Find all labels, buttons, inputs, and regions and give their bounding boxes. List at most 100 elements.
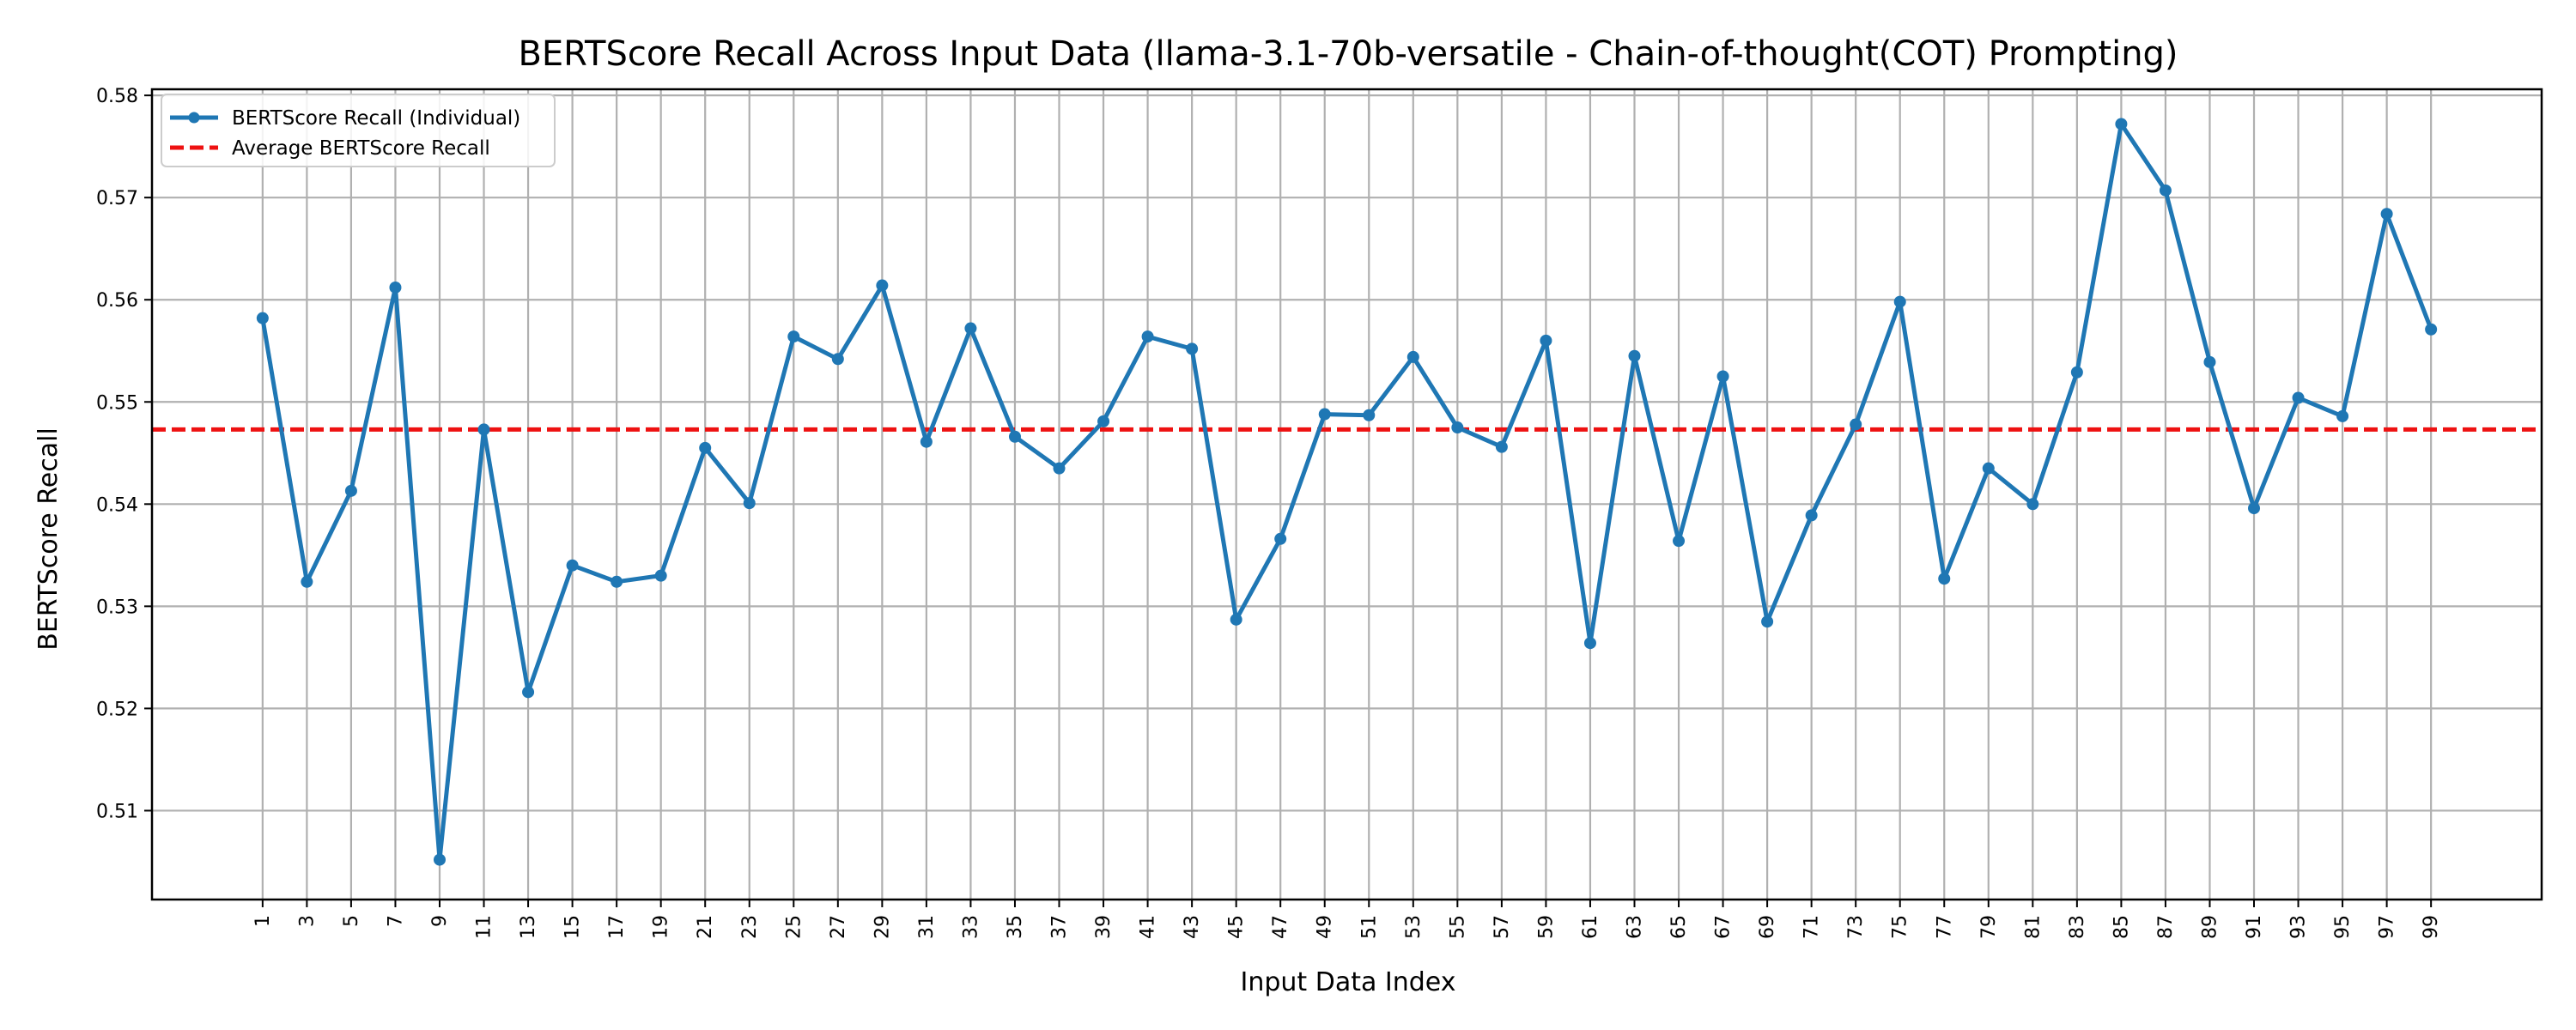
data-point xyxy=(2336,409,2349,422)
x-tick-label: 99 xyxy=(2421,915,2442,939)
x-tick-label: 59 xyxy=(1535,915,1557,939)
x-tick-label: 67 xyxy=(1713,915,1735,939)
data-point xyxy=(787,330,800,343)
x-tick-label: 79 xyxy=(1978,915,2000,939)
x-tick-label: 9 xyxy=(429,915,451,927)
data-point xyxy=(1628,349,1641,362)
data-point xyxy=(611,575,623,588)
x-tick-label: 21 xyxy=(695,915,716,939)
x-tick-label: 25 xyxy=(783,915,805,939)
data-point xyxy=(699,441,712,454)
axis-ticks: 1 3 5 7 9 11 13 15 17 19 21 23 25 27 29 31 33 35 37 39 41 43 4… xyxy=(96,86,2442,939)
data-point xyxy=(2115,118,2128,130)
data-point xyxy=(2380,208,2393,221)
data-point xyxy=(1495,440,1508,453)
data-point xyxy=(1318,408,1331,421)
x-tick-label: 71 xyxy=(1801,915,1823,939)
x-tick-label: 41 xyxy=(1138,915,1159,939)
x-tick-label: 37 xyxy=(1049,915,1071,939)
y-tick-label: 0.56 xyxy=(96,290,138,312)
data-point xyxy=(1982,462,1995,475)
data-point xyxy=(2248,502,2261,515)
x-tick-label: 11 xyxy=(474,915,495,939)
data-point xyxy=(876,279,889,292)
x-tick-label: 17 xyxy=(606,915,628,939)
x-tick-label: 61 xyxy=(1580,915,1601,939)
data-point xyxy=(964,322,977,335)
data-point xyxy=(433,853,446,866)
data-point xyxy=(1850,418,1862,431)
x-tick-label: 23 xyxy=(739,915,761,939)
y-tick-label: 0.51 xyxy=(96,801,138,822)
series-layer xyxy=(256,118,2438,866)
data-point xyxy=(743,497,756,510)
x-tick-label: 93 xyxy=(2288,915,2310,939)
data-point xyxy=(1274,532,1287,545)
x-tick-label: 91 xyxy=(2244,915,2265,939)
data-point xyxy=(2159,184,2172,197)
x-tick-label: 77 xyxy=(1934,915,1955,939)
data-point xyxy=(1761,615,1774,628)
legend-label-average: Average BERTScore Recall xyxy=(232,137,490,160)
x-tick-label: 7 xyxy=(385,915,406,927)
series-line-individual xyxy=(260,122,2433,863)
x-tick-label: 83 xyxy=(2067,915,2088,939)
x-tick-label: 5 xyxy=(341,915,362,927)
y-tick-label: 0.57 xyxy=(96,188,138,209)
data-point xyxy=(654,569,667,582)
x-tick-label: 95 xyxy=(2332,915,2354,939)
x-tick-label: 75 xyxy=(1890,915,1911,939)
data-point xyxy=(389,281,402,294)
data-point xyxy=(1141,330,1154,343)
y-tick-label: 0.52 xyxy=(96,699,138,720)
x-tick-label: 15 xyxy=(562,915,584,939)
x-tick-label: 33 xyxy=(960,915,981,939)
data-point xyxy=(1406,350,1419,363)
legend-label-individual: BERTScore Recall (Individual) xyxy=(232,107,520,130)
x-tick-label: 47 xyxy=(1270,915,1291,939)
x-tick-label: 51 xyxy=(1358,915,1380,939)
data-point xyxy=(2292,391,2305,404)
data-point xyxy=(566,559,579,572)
chart-title: BERTScore Recall Across Input Data (llam… xyxy=(518,34,2178,74)
x-tick-label: 73 xyxy=(1845,915,1867,939)
data-point xyxy=(1230,613,1242,626)
y-tick-label: 0.55 xyxy=(96,392,138,414)
legend: BERTScore Recall (Individual) Average BE… xyxy=(161,94,556,167)
data-point xyxy=(1716,370,1729,383)
plot-frame xyxy=(150,88,2543,901)
x-tick-label: 53 xyxy=(1403,915,1425,939)
y-axis-label: BERTScore Recall xyxy=(33,427,64,651)
data-point xyxy=(1097,415,1110,427)
x-tick-label: 39 xyxy=(1093,915,1115,939)
data-point xyxy=(1451,421,1464,434)
x-tick-label: 31 xyxy=(916,915,938,939)
x-tick-label: 69 xyxy=(1757,915,1778,939)
y-tick-label: 0.54 xyxy=(96,494,138,516)
data-point xyxy=(1540,334,1552,347)
x-tick-label: 35 xyxy=(1005,915,1026,939)
data-point xyxy=(831,353,844,366)
data-point xyxy=(1363,409,1376,421)
data-point xyxy=(301,575,313,588)
y-tick-label: 0.58 xyxy=(96,86,138,107)
x-tick-label: 57 xyxy=(1492,915,1513,939)
data-point xyxy=(1805,509,1818,522)
data-point xyxy=(1673,535,1686,548)
data-point xyxy=(1186,342,1199,355)
data-point xyxy=(2203,355,2216,368)
x-tick-label: 3 xyxy=(296,915,318,927)
data-point xyxy=(1053,462,1066,475)
data-point xyxy=(256,312,269,324)
y-tick-label: 0.53 xyxy=(96,597,138,618)
x-tick-label: 55 xyxy=(1447,915,1468,939)
data-point xyxy=(477,423,490,436)
data-point xyxy=(1893,295,1906,308)
data-point xyxy=(344,484,357,497)
x-tick-label: 29 xyxy=(872,915,893,939)
data-point xyxy=(2425,323,2438,336)
x-tick-label: 87 xyxy=(2155,915,2177,939)
data-point xyxy=(920,435,933,448)
